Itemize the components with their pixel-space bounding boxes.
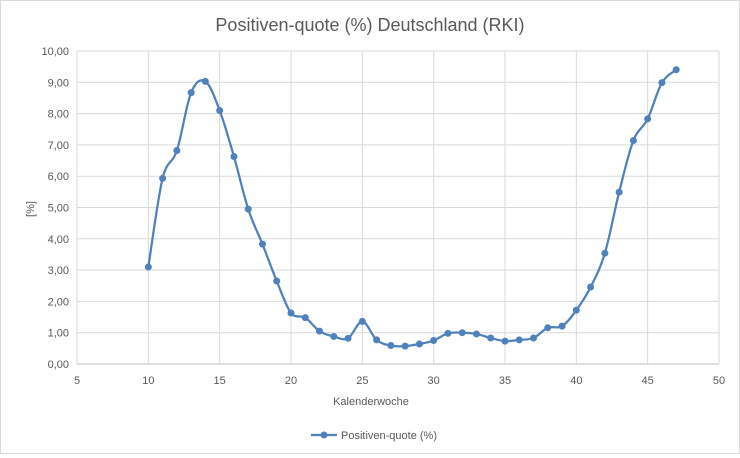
y-axis-label: [%] — [25, 201, 37, 217]
data-point — [258, 240, 266, 248]
x-tick-label: 25 — [356, 375, 368, 387]
x-axis-ticks: 5 10 15 20 25 30 35 40 45 50 — [74, 375, 725, 387]
y-axis-ticks: 0,00 1,00 2,00 3,00 4,00 5,00 6,00 7,00 8,00 9,00… — [41, 46, 69, 371]
data-point — [587, 283, 595, 291]
series-line — [147, 68, 677, 348]
y-tick-label: 2,00 — [48, 296, 69, 308]
gridlines — [76, 50, 720, 365]
data-point — [444, 329, 452, 337]
data-point — [273, 277, 281, 285]
y-tick-label: 3,00 — [48, 265, 69, 277]
data-point — [144, 263, 152, 271]
x-tick-label: 10 — [142, 375, 154, 387]
data-point — [358, 317, 366, 325]
x-axis-label: Kalenderwoche — [333, 396, 409, 408]
y-tick-label: 0,00 — [48, 359, 69, 371]
y-tick-label: 8,00 — [48, 109, 69, 121]
data-point — [472, 330, 480, 338]
data-point — [530, 334, 538, 342]
x-tick-label: 20 — [285, 375, 297, 387]
data-point — [344, 334, 352, 342]
y-tick-label: 10,00 — [41, 46, 69, 58]
data-point — [401, 342, 409, 350]
data-point — [373, 336, 381, 344]
data-point — [544, 324, 552, 332]
x-tick-label: 35 — [499, 375, 511, 387]
data-point — [230, 152, 238, 160]
data-point — [672, 66, 680, 74]
data-point — [187, 89, 195, 97]
x-tick-label: 30 — [428, 375, 440, 387]
legend-marker — [320, 431, 328, 439]
y-tick-label: 7,00 — [48, 140, 69, 152]
chart-title: Positiven-quote (%) Deutschland (RKI) — [215, 15, 524, 35]
data-point — [558, 322, 566, 330]
data-point — [173, 147, 181, 155]
data-point — [330, 332, 338, 340]
data-point — [316, 327, 324, 335]
data-point — [644, 115, 652, 123]
data-point — [601, 249, 609, 257]
data-point — [515, 336, 523, 344]
data-point — [629, 137, 637, 145]
x-tick-label: 5 — [74, 375, 80, 387]
y-tick-label: 5,00 — [48, 203, 69, 215]
data-point — [301, 314, 309, 322]
x-tick-label: 45 — [642, 375, 654, 387]
x-tick-label: 40 — [570, 375, 582, 387]
legend-entry: Positiven-quote (%) — [341, 430, 437, 442]
series-group — [144, 66, 680, 350]
data-point — [572, 306, 580, 314]
data-point — [501, 337, 509, 345]
data-point — [615, 188, 623, 196]
legend: Positiven-quote (%) — [311, 430, 437, 442]
x-tick-label: 15 — [214, 375, 226, 387]
data-point — [287, 309, 295, 317]
data-point — [458, 329, 466, 337]
y-tick-label: 1,00 — [48, 328, 69, 340]
data-point — [201, 77, 209, 85]
y-tick-label: 4,00 — [48, 234, 69, 246]
y-tick-label: 9,00 — [48, 77, 69, 89]
data-point — [159, 174, 167, 182]
data-point — [244, 205, 252, 213]
data-point — [487, 334, 495, 342]
data-point — [658, 79, 666, 87]
data-point — [430, 337, 438, 345]
data-point — [415, 340, 423, 348]
x-tick-label: 50 — [713, 375, 725, 387]
data-point — [216, 106, 224, 114]
y-tick-label: 6,00 — [48, 171, 69, 183]
data-point — [387, 342, 395, 350]
